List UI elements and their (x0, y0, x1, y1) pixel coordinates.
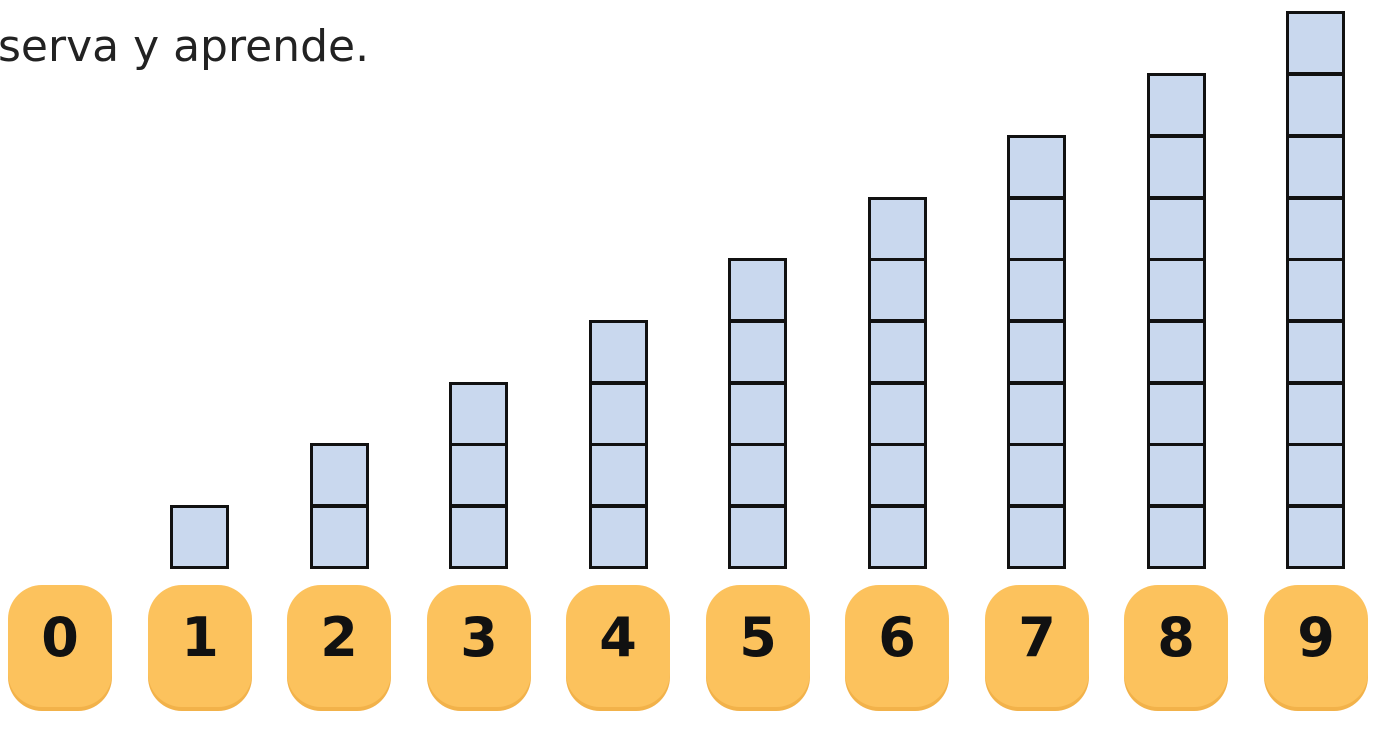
unit-cube (1286, 258, 1345, 322)
number-tile-9: 9 (1264, 585, 1368, 707)
unit-cube (868, 258, 927, 322)
unit-cube (310, 505, 369, 569)
number-tile-3: 3 (427, 585, 531, 707)
unit-cube (589, 382, 648, 446)
unit-cube (1147, 443, 1206, 507)
unit-cube (1147, 73, 1206, 137)
unit-cube (1286, 11, 1345, 75)
number-label: 8 (1157, 606, 1195, 669)
unit-cube (589, 505, 648, 569)
unit-cube (449, 443, 508, 507)
unit-cube (1147, 505, 1206, 569)
number-tile-0: 0 (8, 585, 112, 707)
unit-cube (1286, 443, 1345, 507)
unit-cube (1007, 443, 1066, 507)
unit-cube (449, 382, 508, 446)
unit-cube (170, 505, 229, 569)
number-label: 6 (878, 606, 916, 669)
number-label: 2 (320, 606, 358, 669)
unit-cube (868, 197, 927, 261)
number-tile-2: 2 (287, 585, 391, 707)
unit-cube (728, 258, 787, 322)
instruction-text: serva y aprende. (0, 21, 370, 72)
unit-cube (1007, 320, 1066, 384)
number-tile-5: 5 (706, 585, 810, 707)
number-label: 5 (739, 606, 777, 669)
number-tile-8: 8 (1124, 585, 1228, 707)
unit-cube (1147, 197, 1206, 261)
unit-cube (1147, 382, 1206, 446)
unit-cube (1286, 197, 1345, 261)
unit-cube (1007, 382, 1066, 446)
number-tile-1: 1 (148, 585, 252, 707)
number-label: 0 (41, 606, 79, 669)
unit-cube (728, 382, 787, 446)
unit-cube (1286, 135, 1345, 199)
unit-cube (1007, 258, 1066, 322)
unit-cube (1147, 258, 1206, 322)
unit-cube (1286, 382, 1345, 446)
number-label: 9 (1297, 606, 1335, 669)
number-label: 4 (599, 606, 637, 669)
unit-cube (589, 320, 648, 384)
unit-cube (868, 382, 927, 446)
unit-cube (728, 443, 787, 507)
number-tile-7: 7 (985, 585, 1089, 707)
unit-cube (1007, 197, 1066, 261)
unit-cube (868, 320, 927, 384)
unit-cube (589, 443, 648, 507)
unit-cube (728, 320, 787, 384)
number-label: 1 (181, 606, 219, 669)
unit-cube (868, 505, 927, 569)
unit-cube (1147, 320, 1206, 384)
number-tile-6: 6 (845, 585, 949, 707)
unit-cube (728, 505, 787, 569)
number-tile-4: 4 (566, 585, 670, 707)
unit-cube (310, 443, 369, 507)
unit-cube (1286, 73, 1345, 137)
number-label: 3 (460, 606, 498, 669)
number-label: 7 (1018, 606, 1056, 669)
unit-cube (449, 505, 508, 569)
unit-cube (1007, 505, 1066, 569)
unit-cube (1147, 135, 1206, 199)
unit-cube (1286, 320, 1345, 384)
unit-cube (1007, 135, 1066, 199)
unit-cube (1286, 505, 1345, 569)
unit-cube (868, 443, 927, 507)
